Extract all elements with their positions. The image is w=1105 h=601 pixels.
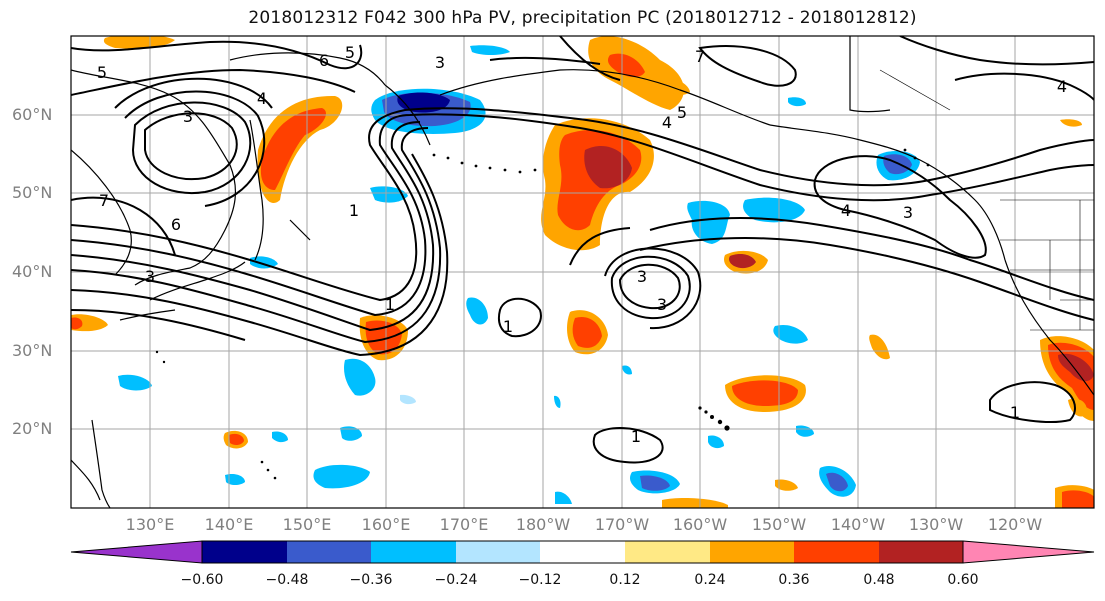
contour-label: 1	[385, 295, 395, 314]
lon-label: 170°E	[439, 515, 489, 534]
colorbar-tick-label: 0.24	[694, 572, 726, 588]
lon-label: 140°W	[830, 515, 886, 534]
colorbar-frame	[201, 540, 964, 564]
contour-labels: 5 6 5 3 4 3 7 6 3 1 1 3 1 3 4 5 7 4 4 1 …	[97, 43, 1067, 446]
colorbar-extend-high	[962, 540, 1095, 564]
colorbar	[70, 540, 1095, 564]
contour-label: 6	[171, 215, 181, 234]
lon-label: 150°E	[282, 515, 332, 534]
contour-label: 4	[257, 89, 267, 108]
contour-label: 3	[435, 53, 445, 72]
positive-precip-areas	[71, 36, 1094, 508]
colorbar-tick-label: 0.48	[863, 572, 895, 588]
political-borders	[849, 36, 1094, 331]
contour-label: 1	[503, 317, 513, 336]
contour-label: 3	[903, 203, 913, 222]
lat-label: 50°N	[12, 183, 53, 202]
contour-label: 1	[1010, 403, 1020, 422]
lon-label: 120°W	[987, 515, 1043, 534]
lon-label: 130°E	[125, 515, 175, 534]
lat-label: 30°N	[12, 341, 53, 360]
lat-label: 20°N	[12, 419, 53, 438]
contour-label: 1	[349, 201, 359, 220]
colorbar-bin	[794, 541, 879, 563]
colorbar-tick-label: −0.48	[265, 572, 309, 588]
contour-label: 5	[345, 43, 355, 62]
colorbar-tick-label: 0.36	[778, 572, 810, 588]
contour-label: 3	[657, 295, 667, 314]
colorbar-bin	[456, 541, 540, 563]
map-frame	[70, 35, 1095, 509]
lon-label: 140°E	[204, 515, 254, 534]
contour-label: 6	[319, 51, 329, 70]
colorbar-bin	[371, 541, 456, 563]
colorbar-bin	[287, 541, 371, 563]
coastlines	[71, 36, 1094, 508]
colorbar-tick-label: −0.60	[180, 572, 224, 588]
pv-contours	[71, 36, 1094, 464]
lon-label: 160°E	[361, 515, 411, 534]
island-chains	[155, 148, 930, 480]
colorbar-tick-label: −0.36	[349, 572, 393, 588]
contour-label: 3	[183, 107, 193, 126]
colorbar-bin	[540, 541, 625, 563]
map-title: 2018012312 F042 300 hPa PV, precipitatio…	[248, 8, 917, 28]
lat-label: 40°N	[12, 262, 53, 281]
contour-label: 1	[631, 427, 641, 446]
colorbar-tick-label: −0.24	[434, 572, 478, 588]
colorbar-tick-label: −0.12	[518, 572, 562, 588]
contour-label: 4	[1057, 77, 1067, 96]
contour-label: 3	[145, 267, 155, 286]
lon-label: 170°W	[594, 515, 650, 534]
contour-label: 7	[695, 47, 705, 66]
colorbar-bin	[625, 541, 710, 563]
colorbar-tick-label: 0.12	[609, 572, 641, 588]
lon-label: 160°W	[672, 515, 728, 534]
lat-label: 60°N	[12, 105, 53, 124]
lon-label: 130°W	[908, 515, 964, 534]
colorbar-extend-low	[70, 540, 203, 564]
contour-label: 5	[97, 63, 107, 82]
lon-label: 180°W	[515, 515, 571, 534]
contour-label: 4	[662, 113, 672, 132]
precipitation-shading	[71, 36, 1094, 508]
contour-label: 3	[637, 267, 647, 286]
colorbar-bin	[202, 541, 287, 563]
contour-label: 4	[841, 201, 851, 220]
colorbar-bin	[879, 541, 963, 563]
contour-label: 5	[677, 103, 687, 122]
lon-label: 150°W	[751, 515, 807, 534]
colorbar-bin	[710, 541, 794, 563]
contour-label: 7	[99, 191, 109, 210]
colorbar-tick-label: 0.60	[947, 572, 979, 588]
